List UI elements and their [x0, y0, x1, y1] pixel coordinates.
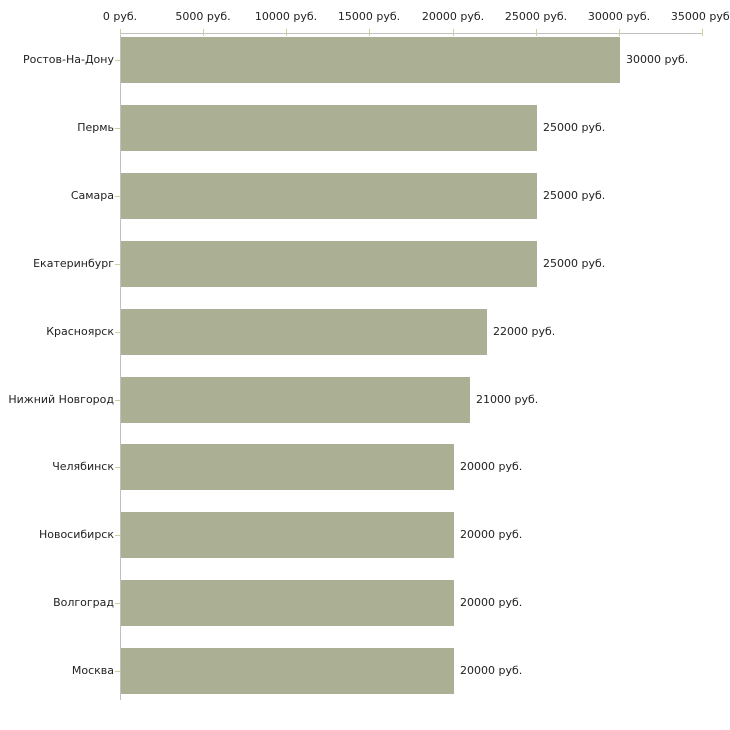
- x-axis-tick-label: 15000 руб.: [337, 10, 401, 23]
- x-axis-tick: [702, 29, 703, 36]
- x-axis-tick-label: 10000 руб.: [254, 10, 318, 23]
- category-label: Москва: [71, 664, 114, 677]
- bar: [121, 309, 487, 355]
- category-tick: [115, 332, 120, 333]
- bar: [121, 173, 537, 219]
- value-label: 21000 руб.: [476, 393, 539, 406]
- x-axis-tick: [369, 29, 370, 36]
- category-tick: [115, 196, 120, 197]
- value-label: 20000 руб.: [460, 664, 523, 677]
- category-label: Красноярск: [46, 325, 114, 338]
- category-label: Волгоград: [53, 596, 114, 609]
- category-tick: [115, 400, 120, 401]
- x-axis-tick: [453, 29, 454, 36]
- bar: [121, 377, 470, 423]
- bar: [121, 580, 454, 626]
- value-label: 25000 руб.: [543, 189, 606, 202]
- category-label: Нижний Новгород: [8, 393, 114, 406]
- bar: [121, 37, 620, 83]
- x-axis-tick-label: 30000 руб.: [587, 10, 651, 23]
- value-label: 20000 руб.: [460, 460, 523, 473]
- category-label: Самара: [70, 189, 114, 202]
- x-axis-tick: [619, 29, 620, 36]
- x-axis-line: [120, 33, 702, 34]
- category-label: Новосибирск: [38, 528, 114, 541]
- value-label: 20000 руб.: [460, 596, 523, 609]
- bar: [121, 512, 454, 558]
- category-tick: [115, 535, 120, 536]
- x-axis-tick: [203, 29, 204, 36]
- x-axis-tick: [120, 29, 121, 36]
- x-axis-tick-label: 20000 руб.: [421, 10, 485, 23]
- bar: [121, 241, 537, 287]
- x-axis-tick: [286, 29, 287, 36]
- value-label: 25000 руб.: [543, 121, 606, 134]
- bar: [121, 105, 537, 151]
- x-axis-tick-label: 0 руб.: [102, 10, 138, 23]
- bar: [121, 648, 454, 694]
- category-label: Пермь: [77, 121, 114, 134]
- category-tick: [115, 671, 120, 672]
- value-label: 30000 руб.: [626, 53, 689, 66]
- category-label: Ростов-На-Дону: [22, 53, 114, 66]
- category-label: Екатеринбург: [33, 257, 114, 270]
- y-axis-line: [120, 33, 121, 700]
- x-axis-tick-label: 5000 руб.: [175, 10, 231, 23]
- category-tick: [115, 264, 120, 265]
- x-axis-tick: [536, 29, 537, 36]
- category-tick: [115, 467, 120, 468]
- x-axis-tick-label: 35000 руб.: [670, 10, 730, 23]
- category-tick: [115, 128, 120, 129]
- x-axis-tick-label: 25000 руб.: [504, 10, 568, 23]
- category-label: Челябинск: [52, 460, 114, 473]
- bar: [121, 444, 454, 490]
- value-label: 20000 руб.: [460, 528, 523, 541]
- value-label: 22000 руб.: [493, 325, 556, 338]
- category-tick: [115, 60, 120, 61]
- category-tick: [115, 603, 120, 604]
- value-label: 25000 руб.: [543, 257, 606, 270]
